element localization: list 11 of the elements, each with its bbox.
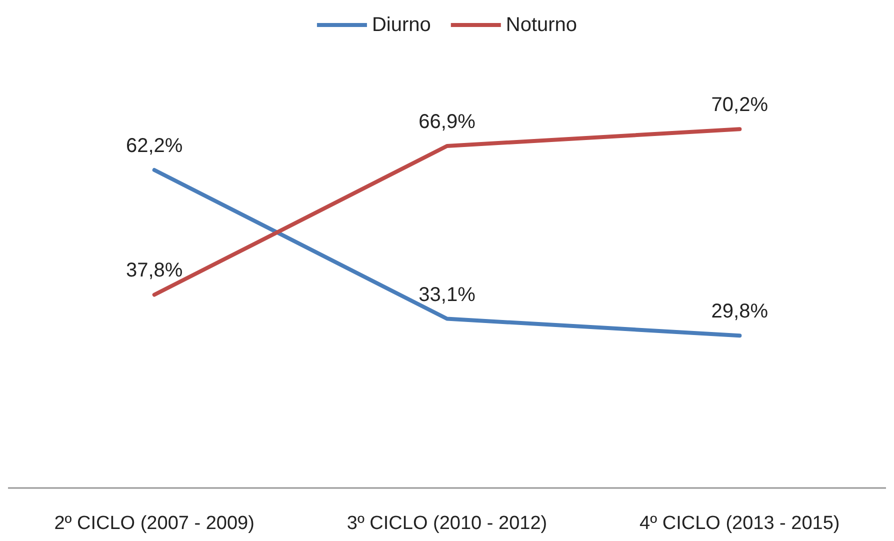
data-label: 33,1% <box>418 284 476 306</box>
data-label: 70,2% <box>711 94 768 116</box>
x-tick-label: 2º CICLO (2007 - 2009) <box>54 513 254 534</box>
legend-label: Diurno <box>372 14 431 36</box>
data-label: 29,8% <box>711 300 768 323</box>
data-label: 62,2% <box>126 135 183 158</box>
data-label: 66,9% <box>418 110 476 133</box>
data-label: 37,8% <box>126 260 183 282</box>
legend-label: Noturno <box>506 14 578 36</box>
x-tick-label: 3º CICLO (2010 - 2012) <box>346 513 548 534</box>
x-tick-label: 4º CICLO (2013 - 2015) <box>640 513 840 534</box>
